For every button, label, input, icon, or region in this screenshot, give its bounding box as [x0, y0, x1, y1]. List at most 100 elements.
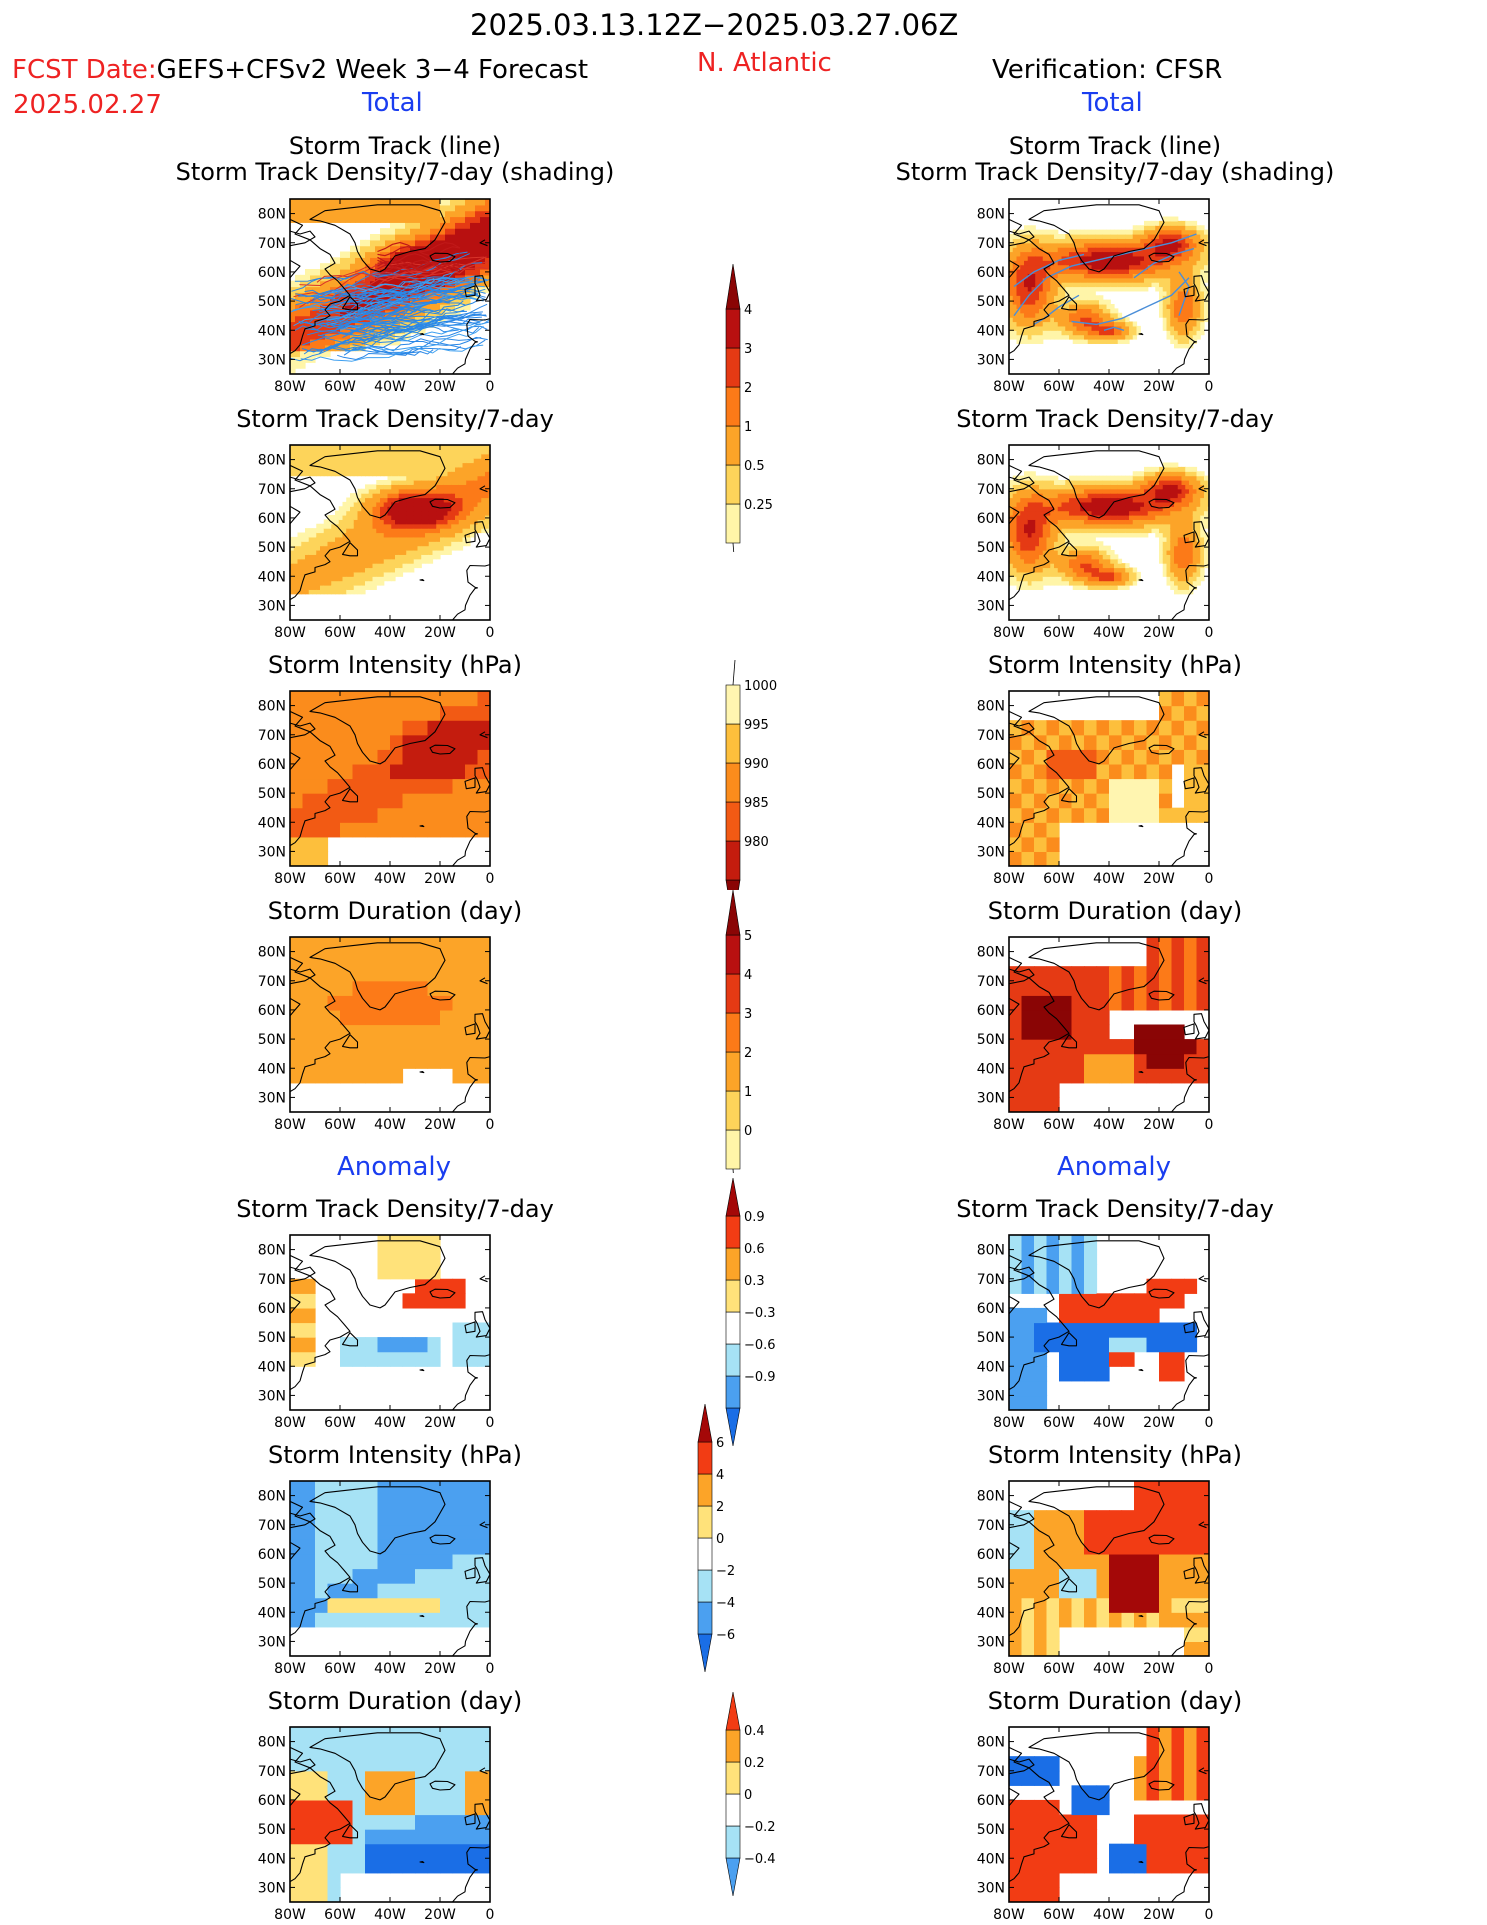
lat-tick-label: 60N	[258, 511, 286, 527]
lon-tick-label: 0	[1205, 1661, 1214, 1677]
period-title: 2025.03.13.12Z−2025.03.27.06Z	[470, 8, 959, 42]
lon-tick-label: 40W	[1093, 379, 1125, 395]
map-forecast-total-density: 80N 70N 60N 50N 40N 30N 80W 60W 40W 20W 0	[258, 444, 494, 641]
colorbar-label: −2	[716, 1564, 735, 1579]
lat-tick-label: 30N	[977, 1090, 1005, 1106]
lat-tick-label: 60N	[977, 1547, 1005, 1563]
lat-tick-label: 60N	[977, 1301, 1005, 1317]
lat-tick-label: 50N	[977, 1330, 1005, 1346]
lon-tick-label: 0	[1205, 1117, 1214, 1133]
colorbar-label: 0.3	[744, 1274, 765, 1289]
lon-tick-label: 40W	[374, 379, 406, 395]
colorbar-label: 0.9	[744, 1210, 765, 1225]
lat-tick-label: 70N	[258, 974, 286, 990]
lon-tick-label: 0	[1205, 1415, 1214, 1431]
lat-tick-label: 50N	[258, 1822, 286, 1838]
lat-tick-label: 80N	[258, 207, 286, 223]
lat-tick-label: 60N	[977, 757, 1005, 773]
panel-title-forecast-anom-intensity: Storm Intensity (hPa)	[268, 1441, 522, 1469]
colorbar-anom-duration: 0.4 0.2 0 −0.2 −0.4	[725, 1691, 776, 1897]
lon-tick-label: 60W	[1043, 871, 1075, 887]
lat-tick-label: 40N	[258, 569, 286, 585]
lat-tick-label: 80N	[977, 1735, 1005, 1751]
lon-tick-label: 60W	[1043, 1907, 1075, 1923]
lon-tick-label: 40W	[1093, 1117, 1125, 1133]
region-label: N. Atlantic	[697, 48, 832, 78]
colorbar-label: 2	[744, 381, 752, 396]
colorbar-label: −0.6	[744, 1338, 776, 1353]
lon-tick-label: 0	[486, 1907, 495, 1923]
lon-tick-label: 80W	[993, 1117, 1025, 1133]
panel-title-forecast-total-density: Storm Track Density/7-day	[236, 405, 554, 433]
colorbar-label: 4	[716, 1468, 724, 1483]
lat-tick-label: 40N	[977, 569, 1005, 585]
lon-tick-label: 80W	[274, 379, 306, 395]
colorbar-label: −6	[716, 1628, 735, 1643]
colorbar-label: 0.5	[744, 459, 765, 474]
colorbar-label: 0.2	[744, 1756, 765, 1771]
lon-tick-label: 20W	[424, 625, 456, 641]
lat-tick-label: 60N	[977, 1003, 1005, 1019]
lat-tick-label: 80N	[258, 453, 286, 469]
colorbar-label: 0	[716, 1532, 724, 1547]
lon-tick-label: 20W	[1143, 1907, 1175, 1923]
lon-tick-label: 60W	[324, 625, 356, 641]
lon-tick-label: 40W	[374, 1661, 406, 1677]
colorbar-label: 980	[744, 835, 769, 850]
lon-tick-label: 60W	[324, 871, 356, 887]
lon-tick-label: 60W	[1043, 625, 1075, 641]
lon-tick-label: 40W	[1093, 625, 1125, 641]
lat-tick-label: 50N	[258, 786, 286, 802]
colorbar-total-duration: 5 4 3 2 1 0	[725, 889, 752, 1173]
lat-tick-label: 80N	[977, 699, 1005, 715]
lat-tick-label: 60N	[977, 1793, 1005, 1809]
lat-tick-label: 60N	[977, 265, 1005, 281]
panel-title-cfsr-total-density: Storm Track Density/7-day	[956, 405, 1274, 433]
verification-label: Verification: CFSR	[992, 55, 1223, 85]
lat-tick-label: 40N	[258, 1605, 286, 1621]
colorbar-label: 3	[744, 342, 752, 357]
lon-tick-label: 20W	[424, 1661, 456, 1677]
panel-title-forecast-total-duration: Storm Duration (day)	[267, 897, 523, 925]
lon-tick-label: 80W	[993, 625, 1025, 641]
lon-tick-label: 0	[486, 1415, 495, 1431]
panel-title-cfsr-total-track-2: Storm Track Density/7-day (shading)	[895, 158, 1335, 186]
map-cfsr-anom-density: 80N 70N 60N 50N 40N 30N 80W 60W 40W 20W 0	[977, 1234, 1214, 1431]
lon-tick-label: 60W	[324, 1661, 356, 1677]
lat-tick-label: 60N	[258, 1301, 286, 1317]
lon-tick-label: 60W	[1043, 1117, 1075, 1133]
lat-tick-label: 30N	[977, 1880, 1005, 1896]
lat-tick-label: 40N	[258, 1061, 286, 1077]
lat-tick-label: 70N	[258, 1764, 286, 1780]
lat-tick-label: 60N	[258, 265, 286, 281]
lon-tick-label: 80W	[274, 1907, 306, 1923]
lat-tick-label: 70N	[977, 1764, 1005, 1780]
map-forecast-anom-density: 80N 70N 60N 50N 40N 30N 80W 60W 40W 20W 0	[258, 1234, 495, 1431]
lon-tick-label: 40W	[374, 1117, 406, 1133]
lat-tick-label: 50N	[977, 1576, 1005, 1592]
colorbar-label: 0.6	[744, 1242, 765, 1257]
lat-tick-label: 40N	[258, 1359, 286, 1375]
lon-tick-label: 0	[1205, 871, 1214, 887]
lon-tick-label: 80W	[993, 1907, 1025, 1923]
lat-tick-label: 80N	[258, 1243, 286, 1259]
colorbar-label: −0.3	[744, 1306, 776, 1321]
lon-tick-label: 80W	[274, 1661, 306, 1677]
lat-tick-label: 70N	[258, 728, 286, 744]
lon-tick-label: 80W	[993, 1661, 1025, 1677]
lon-tick-label: 60W	[324, 379, 356, 395]
panel-title-forecast-total-track-1: Storm Track (line)	[288, 132, 502, 160]
lon-tick-label: 0	[1205, 1907, 1214, 1923]
lat-tick-label: 30N	[258, 1388, 286, 1404]
lat-tick-label: 80N	[977, 207, 1005, 223]
colorbar-label: 0	[744, 1788, 752, 1803]
colorbar-label: 1	[744, 420, 752, 435]
map-forecast-total-track: 80N 70N 60N 50N 40N 30N 80W 60W 40W 20W 0	[258, 198, 494, 395]
map-cfsr-anom-intensity: 80N 70N 60N 50N 40N 30N 80W 60W 40W 20W 0	[977, 1480, 1214, 1677]
lat-tick-label: 80N	[977, 945, 1005, 961]
lat-tick-label: 80N	[258, 1489, 286, 1505]
colorbar-label: 1000	[744, 679, 777, 694]
lon-tick-label: 0	[486, 1117, 495, 1133]
lat-tick-label: 80N	[258, 1735, 286, 1751]
